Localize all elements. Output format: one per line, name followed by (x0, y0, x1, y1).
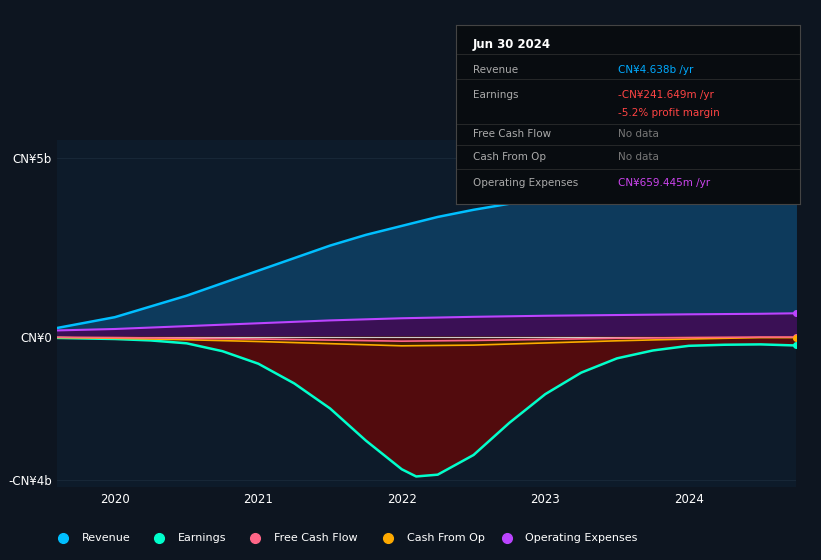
Text: -5.2% profit margin: -5.2% profit margin (617, 108, 719, 118)
Text: Operating Expenses: Operating Expenses (473, 178, 578, 188)
Text: CN¥4.638b /yr: CN¥4.638b /yr (617, 64, 693, 74)
Text: Revenue: Revenue (82, 533, 131, 543)
Text: -CN¥241.649m /yr: -CN¥241.649m /yr (617, 90, 713, 100)
Text: CN¥659.445m /yr: CN¥659.445m /yr (617, 178, 710, 188)
Text: Free Cash Flow: Free Cash Flow (274, 533, 357, 543)
Text: Revenue: Revenue (473, 64, 518, 74)
Text: No data: No data (617, 152, 658, 162)
Text: Jun 30 2024: Jun 30 2024 (473, 38, 551, 51)
Text: Earnings: Earnings (473, 90, 518, 100)
Text: Operating Expenses: Operating Expenses (525, 533, 637, 543)
Text: Cash From Op: Cash From Op (407, 533, 484, 543)
Text: Cash From Op: Cash From Op (473, 152, 546, 162)
Text: Free Cash Flow: Free Cash Flow (473, 129, 551, 139)
Text: No data: No data (617, 129, 658, 139)
Text: Earnings: Earnings (178, 533, 227, 543)
